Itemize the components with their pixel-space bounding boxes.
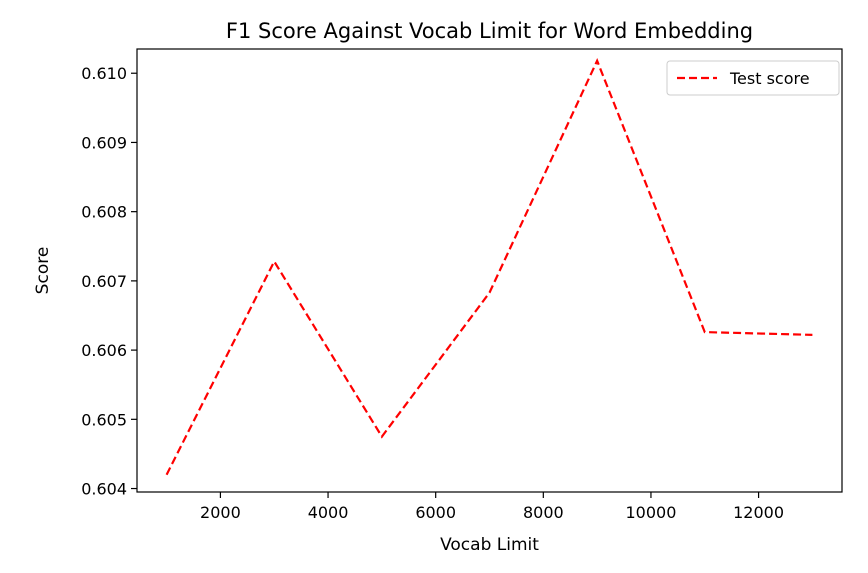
x-tick-label: 12000 <box>733 503 784 522</box>
y-tick-label: 0.606 <box>81 341 127 360</box>
y-axis-title: Score <box>33 247 53 295</box>
plot-frame <box>136 48 843 493</box>
legend-label-test-score: Test score <box>729 69 810 88</box>
y-axis-ticks: 0.604 0.605 0.606 0.607 0.608 0.609 0.610 <box>81 64 137 499</box>
y-tick-label: 0.605 <box>81 410 127 429</box>
x-tick-label: 8000 <box>523 503 564 522</box>
y-tick-label: 0.609 <box>81 133 127 152</box>
x-axis-ticks: 2000 4000 6000 8000 10000 12000 <box>200 492 784 522</box>
x-tick-label: 2000 <box>200 503 241 522</box>
y-tick-label: 0.608 <box>81 203 127 222</box>
legend-box <box>666 60 840 96</box>
x-axis-title: Vocab Limit <box>440 535 539 555</box>
plot-area <box>136 48 843 493</box>
x-tick-label: 4000 <box>308 503 349 522</box>
series-line-test-score <box>165 57 813 476</box>
y-tick-label: 0.610 <box>81 64 127 83</box>
y-tick-label: 0.607 <box>81 272 127 291</box>
x-tick-label: 6000 <box>415 503 456 522</box>
y-tick-label: 0.604 <box>81 480 127 499</box>
x-tick-label: 10000 <box>625 503 676 522</box>
chart-title: F1 Score Against Vocab Limit for Word Em… <box>226 19 753 43</box>
legend: Test score <box>666 60 840 96</box>
